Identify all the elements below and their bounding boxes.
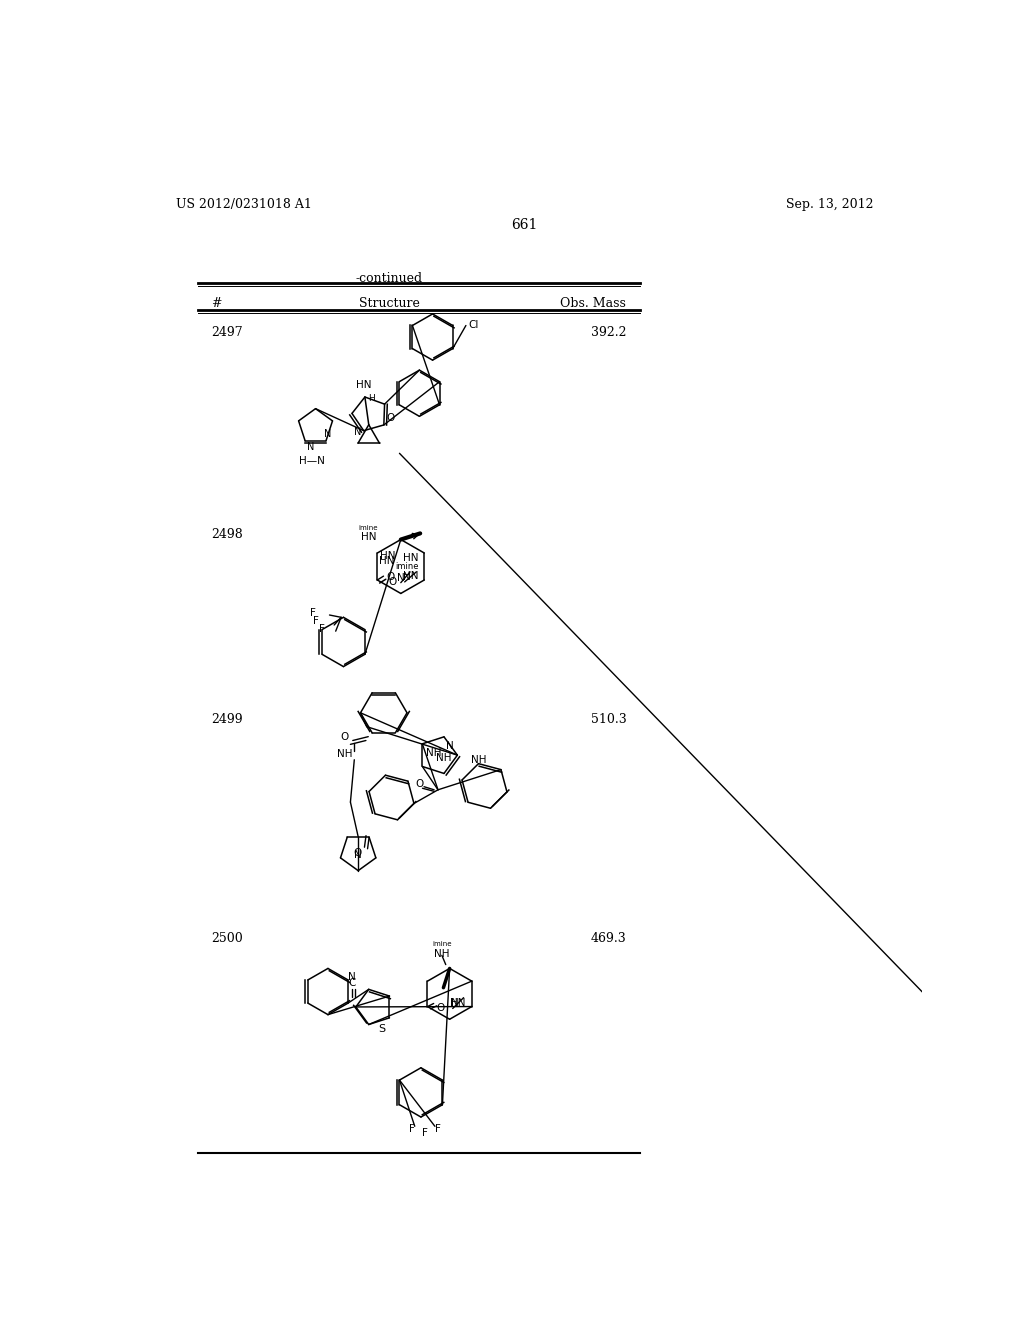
Text: N: N <box>324 429 332 440</box>
Text: 469.3: 469.3 <box>591 932 627 945</box>
Text: HN: HN <box>379 556 394 566</box>
Text: NH: NH <box>471 755 486 764</box>
Text: imine: imine <box>358 525 378 531</box>
Text: Sep. 13, 2012: Sep. 13, 2012 <box>786 198 873 211</box>
Text: HN: HN <box>451 998 466 1007</box>
Text: 510.3: 510.3 <box>591 713 627 726</box>
Text: O: O <box>353 847 361 858</box>
Text: Structure: Structure <box>358 297 420 310</box>
Text: imine: imine <box>432 941 452 946</box>
Text: Obs. Mass: Obs. Mass <box>560 297 627 310</box>
Text: O: O <box>386 413 394 424</box>
Text: NH: NH <box>436 752 452 763</box>
Text: HN: HN <box>356 380 372 389</box>
Text: NH: NH <box>337 748 352 759</box>
Text: O: O <box>416 779 424 788</box>
Text: NH: NH <box>426 747 441 758</box>
Text: N: N <box>445 742 454 751</box>
Text: F: F <box>318 624 325 634</box>
Text: H: H <box>368 395 375 403</box>
Text: -continued: -continued <box>355 272 423 285</box>
Text: HN: HN <box>402 553 418 564</box>
Text: Cl: Cl <box>468 321 478 330</box>
Text: O: O <box>387 572 395 582</box>
Text: S: S <box>379 1024 386 1034</box>
Text: 2498: 2498 <box>211 528 243 541</box>
Text: N: N <box>403 572 411 582</box>
Text: N: N <box>397 573 404 582</box>
Text: 2500: 2500 <box>211 932 243 945</box>
Text: US 2012/0231018 A1: US 2012/0231018 A1 <box>176 198 312 211</box>
Text: 2499: 2499 <box>211 713 243 726</box>
Text: N: N <box>354 850 362 859</box>
Text: HN: HN <box>380 552 396 561</box>
Text: NH: NH <box>434 949 450 958</box>
Text: 392.2: 392.2 <box>591 326 627 339</box>
Text: N: N <box>306 442 314 453</box>
Text: F: F <box>312 616 318 626</box>
Text: 2497: 2497 <box>211 326 243 339</box>
Text: N: N <box>354 428 361 437</box>
Text: O: O <box>341 731 349 742</box>
Text: H—N: H—N <box>299 455 325 466</box>
Text: F: F <box>435 1125 440 1134</box>
Text: 661: 661 <box>512 218 538 232</box>
Text: C: C <box>348 978 355 987</box>
Text: O: O <box>437 1003 445 1012</box>
Text: #: # <box>211 297 221 310</box>
Text: N: N <box>452 998 459 1008</box>
Text: imine: imine <box>395 561 419 570</box>
Text: O: O <box>388 577 396 586</box>
Text: F: F <box>409 1125 415 1134</box>
Text: HN: HN <box>402 572 418 581</box>
Text: F: F <box>310 609 316 619</box>
Text: HN: HN <box>360 532 376 543</box>
Text: F: F <box>422 1129 428 1138</box>
Text: N: N <box>348 972 355 982</box>
